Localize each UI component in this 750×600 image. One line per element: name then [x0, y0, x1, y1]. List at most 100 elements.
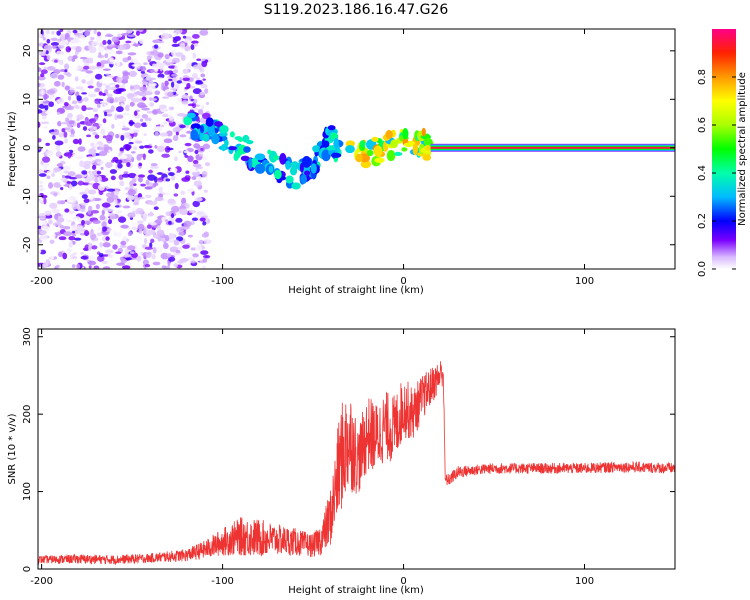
noise-blob [127, 96, 133, 100]
noise-blob [155, 62, 164, 69]
noise-blob [181, 80, 188, 85]
noise-blob [184, 86, 189, 90]
noise-blob [122, 112, 130, 116]
noise-blob [190, 44, 195, 51]
noise-blob [68, 236, 76, 241]
noise-blob [38, 121, 41, 128]
noise-blob [55, 151, 62, 158]
noise-blob [38, 184, 44, 190]
noise-blob [51, 173, 55, 177]
noise-blob [76, 114, 84, 120]
noise-blob [177, 112, 187, 117]
y-tick-label: 0 [22, 145, 33, 151]
colorbar-tick-label: 0.8 [697, 69, 708, 85]
noise-blob [87, 65, 97, 69]
colorbar-tick-label: 0.2 [697, 213, 708, 229]
noise-blob [92, 151, 96, 158]
noise-blob [201, 60, 208, 68]
noise-blob [92, 107, 99, 113]
noise-blob [93, 126, 97, 131]
noise-blob [88, 265, 92, 269]
noise-blob [123, 235, 128, 242]
ridge-blob [224, 139, 229, 147]
ridge-blob [304, 170, 311, 176]
ridge-blob [267, 149, 272, 155]
x-tick-label: -100 [211, 576, 234, 587]
noise-blob [65, 46, 72, 53]
noise-blob [148, 97, 153, 101]
noise-blob [127, 34, 136, 38]
noise-blob [195, 80, 203, 85]
y-tick-label: -10 [22, 188, 33, 204]
noise-blob [116, 114, 124, 119]
noise-blob [188, 61, 192, 66]
noise-blob [89, 118, 97, 124]
noise-blob [77, 217, 81, 222]
noise-blob [43, 163, 48, 171]
noise-blob [98, 51, 102, 58]
noise-blob [67, 95, 72, 101]
snr-frame [37, 328, 676, 570]
noise-blob [175, 217, 183, 223]
noise-blob [103, 111, 108, 117]
noise-blob [192, 33, 200, 39]
noise-blob [76, 122, 81, 129]
ridge-blob [274, 169, 282, 180]
noise-blob [83, 220, 93, 225]
noise-blob [127, 189, 136, 196]
noise-blob [125, 104, 131, 112]
noise-blob [163, 138, 173, 144]
noise-blob [102, 92, 106, 97]
noise-blob [69, 133, 75, 138]
noise-blob [124, 186, 130, 191]
ridge-blob [403, 142, 414, 148]
noise-blob [120, 154, 128, 160]
noise-blob [162, 113, 169, 118]
noise-blob [74, 35, 79, 43]
noise-blob [87, 260, 97, 266]
noise-blob [60, 33, 66, 41]
noise-blob [144, 194, 152, 198]
noise-blob [120, 103, 124, 108]
noise-blob [121, 33, 130, 36]
noise-blob [96, 61, 102, 68]
noise-blob [154, 131, 159, 137]
noise-blob [139, 145, 145, 149]
noise-blob [102, 266, 111, 269]
noise-blob [180, 42, 186, 49]
noise-blob [157, 179, 163, 183]
noise-blob [91, 41, 101, 46]
noise-blob [104, 53, 109, 59]
noise-blob [75, 45, 82, 53]
noise-blob [81, 194, 88, 199]
noise-blob [88, 172, 94, 179]
noise-blob [74, 155, 84, 160]
noise-blob [97, 183, 105, 191]
noise-blob [48, 182, 54, 189]
noise-blob [93, 143, 100, 147]
ridge-blob [386, 150, 396, 162]
noise-blob [157, 145, 165, 153]
noise-blob [163, 121, 168, 125]
noise-blob [192, 235, 202, 241]
noise-blob [87, 85, 94, 89]
noise-blob [106, 188, 116, 192]
noise-blob [40, 230, 47, 235]
noise-blob [125, 257, 132, 261]
noise-blob [79, 202, 88, 206]
noise-blob [83, 65, 90, 70]
noise-blob [97, 227, 103, 231]
noise-blob [79, 34, 86, 39]
noise-blob [101, 221, 107, 228]
noise-blob [169, 246, 179, 250]
x-tick-label: 100 [575, 276, 594, 287]
noise-blob [191, 176, 197, 180]
noise-blob [128, 106, 138, 110]
ridge-blob [424, 145, 432, 151]
noise-blob [124, 248, 129, 256]
noise-blob [111, 205, 116, 209]
noise-blob [115, 133, 120, 139]
noise-blob [46, 170, 53, 175]
noise-blob [141, 55, 146, 58]
